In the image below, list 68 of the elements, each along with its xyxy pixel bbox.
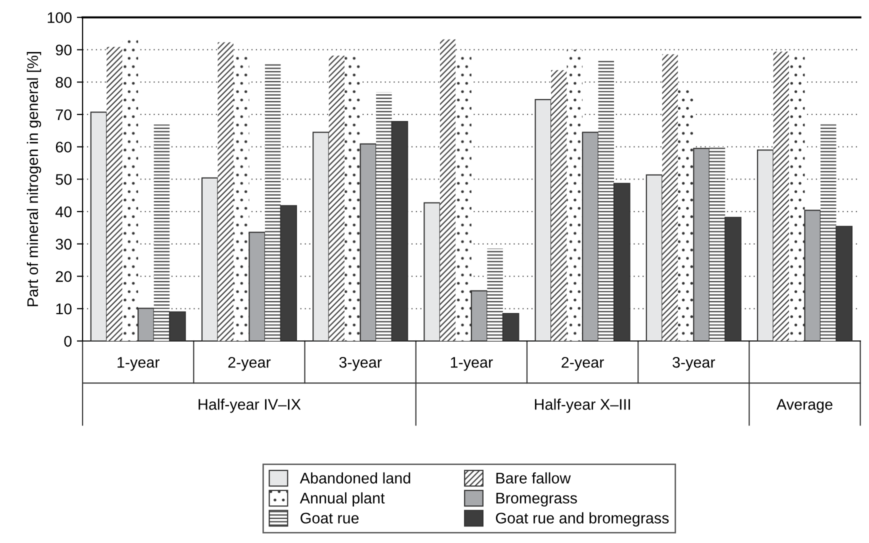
bar <box>693 148 710 342</box>
bar <box>756 150 774 342</box>
bar <box>662 54 678 342</box>
bar <box>248 232 266 342</box>
y-tick-label: 100 <box>48 12 72 24</box>
bar <box>280 205 297 342</box>
bar <box>218 42 234 342</box>
bar <box>804 210 822 342</box>
bar <box>613 182 630 342</box>
y-tick-label: 70 <box>56 109 72 120</box>
bar <box>836 226 853 342</box>
bar <box>138 308 154 342</box>
bar <box>106 46 122 342</box>
x-tick-label: 2-year <box>228 356 271 371</box>
bar <box>391 121 408 342</box>
y-tick-label: 40 <box>55 206 72 218</box>
bar <box>440 39 456 342</box>
y-tick-label: 60 <box>56 142 72 153</box>
bar <box>233 52 250 342</box>
y-tick-label: 90 <box>56 44 72 56</box>
legend-label: Goat rue <box>300 512 359 524</box>
text: Half-year X–III <box>534 398 630 413</box>
bar <box>424 202 441 342</box>
bar <box>487 248 503 342</box>
bar <box>502 312 520 342</box>
y-tick-label: 50 <box>56 174 72 185</box>
legend-label: Bromegrass <box>496 492 577 507</box>
y-tick-label: 80 <box>56 76 72 88</box>
bar <box>534 99 552 342</box>
bar <box>264 63 281 342</box>
bar <box>598 60 614 342</box>
bar <box>90 112 108 342</box>
legend-label: Annual plant <box>300 492 385 507</box>
bar <box>566 50 583 342</box>
x-tick-label: 1-year <box>450 357 493 371</box>
bar <box>456 52 472 342</box>
bar <box>328 56 345 342</box>
bar <box>773 52 790 342</box>
bar <box>709 146 726 342</box>
bar <box>724 216 742 342</box>
y-tick-label: 10 <box>56 304 72 314</box>
bar <box>360 143 377 342</box>
y-tick-label: 0 <box>64 336 72 347</box>
bar <box>344 54 360 342</box>
bar <box>312 132 330 342</box>
bar <box>582 132 599 342</box>
bar <box>470 290 488 342</box>
y-tick-label: 20 <box>56 271 72 282</box>
bar <box>154 124 170 342</box>
bar <box>646 174 663 342</box>
bar <box>820 123 836 342</box>
y-tick-label: 30 <box>56 238 72 250</box>
bar <box>201 177 218 342</box>
legend-label: Bare fallow <box>496 472 571 484</box>
bar <box>169 311 186 342</box>
x-tick-label: 2-year <box>562 356 604 371</box>
bar <box>551 70 567 342</box>
x-tick-label: 1-year <box>118 357 160 371</box>
bar <box>678 88 694 342</box>
y-axis-title: Part of mineral nitrogen in general [%] <box>26 52 42 306</box>
text: Half-year IV–IX <box>198 398 301 413</box>
legend-label: Goat rue and bromegrass <box>496 512 669 527</box>
x-tick-label: 3-year <box>672 356 716 371</box>
text: Average <box>776 399 832 413</box>
bar <box>789 54 805 342</box>
x-tick-label: 3-year <box>339 356 382 371</box>
bar <box>376 92 392 342</box>
legend-label: Abandoned land <box>300 472 410 484</box>
